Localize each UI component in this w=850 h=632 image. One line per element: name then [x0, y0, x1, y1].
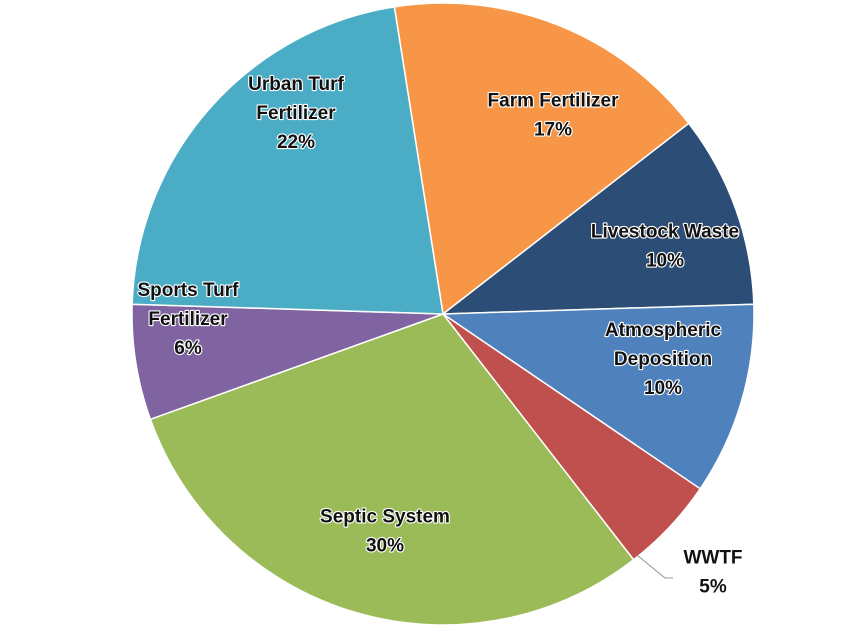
- leader-lines: [636, 554, 673, 579]
- label-value-farm-fertilizer: 17%: [534, 120, 572, 141]
- label-wwtf: WWTF 5%: [683, 548, 742, 598]
- label-value-sports-turf-fertilizer: 6%: [174, 338, 202, 359]
- label-text-farm-fertilizer: Farm Fertilizer: [488, 91, 620, 112]
- label-text-sports-turf-fertilizer: Sports Turf: [138, 280, 240, 301]
- label-value-urban-turf-fertilizer: 22%: [277, 132, 315, 153]
- label-urban-turf-fertilizer: Urban Turf Fertilizer 22%: [248, 74, 344, 153]
- label-text-urban-turf-fertilizer: Fertilizer: [256, 103, 336, 124]
- pie-slices: [131, 2, 755, 626]
- label-value-atmospheric-deposition: 10%: [644, 378, 682, 399]
- label-text-septic-system: Septic System: [320, 507, 450, 528]
- label-text-urban-turf-fertilizer: Urban Turf: [248, 74, 344, 95]
- slice-livestock-waste: [440, 122, 755, 315]
- leader-line-wwtf: [636, 554, 673, 579]
- label-text-wwtf: WWTF: [683, 548, 742, 569]
- label-text-sports-turf-fertilizer: Fertilizer: [148, 309, 228, 330]
- label-sports-turf-fertilizer: Sports Turf Fertilizer 6%: [138, 280, 240, 359]
- label-septic-system: Septic System 30%: [320, 507, 450, 557]
- slice-farm-fertilizer: [393, 2, 690, 316]
- slice-urban-turf-fertilizer: [131, 5, 444, 315]
- label-text-atmospheric-deposition: Atmospheric: [605, 320, 722, 341]
- slice-labels: Farm Fertilizer 17%Livestock Waste 10%Atmo…: [136, 73, 743, 599]
- slice-septic-system: [149, 313, 635, 626]
- label-text-livestock-waste: Livestock Waste: [591, 222, 739, 243]
- label-value-wwtf: 5%: [699, 577, 727, 598]
- label-livestock-waste: Livestock Waste 10%: [591, 222, 739, 272]
- label-atmospheric-deposition: Atmospheric Deposition 10%: [605, 320, 722, 399]
- label-value-septic-system: 30%: [366, 536, 404, 557]
- label-value-livestock-waste: 10%: [646, 251, 684, 272]
- label-farm-fertilizer: Farm Fertilizer 17%: [488, 91, 620, 141]
- label-text-atmospheric-deposition: Deposition: [614, 349, 712, 370]
- slice-atmospheric-deposition: [440, 303, 755, 490]
